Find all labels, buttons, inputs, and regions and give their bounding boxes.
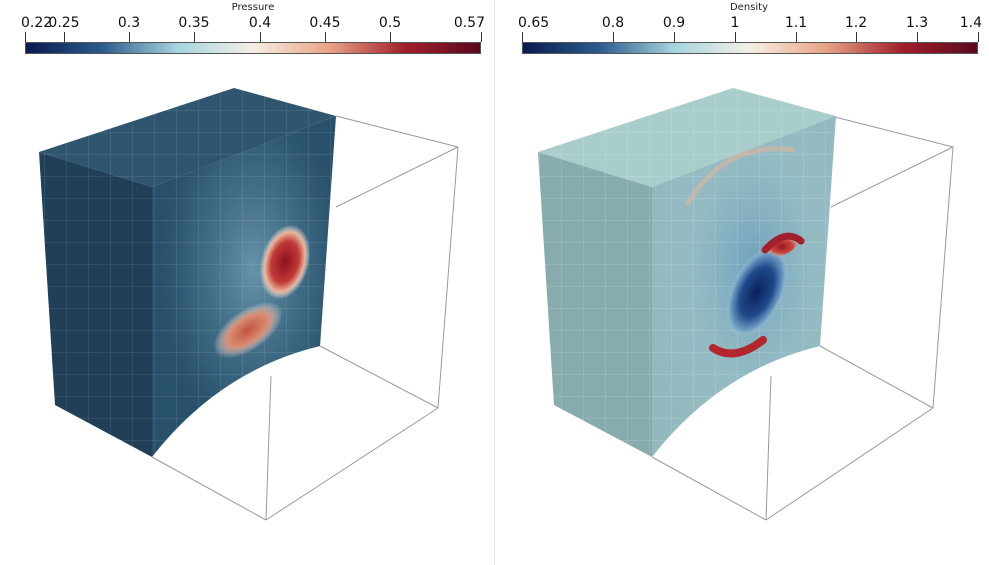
pressure-tick-label: 0.22 bbox=[21, 15, 53, 31]
pressure-tick-mark bbox=[481, 32, 482, 42]
bounding-box-wireframe bbox=[151, 115, 459, 521]
density-tick-mark bbox=[735, 32, 736, 42]
density-tick-label: 0.65 bbox=[518, 15, 550, 31]
density-tick-mark bbox=[978, 32, 979, 42]
low-density-region bbox=[725, 247, 789, 337]
high-density-arc-lower bbox=[709, 336, 767, 358]
density-tick-mark bbox=[796, 32, 797, 42]
pressure-tick-mark bbox=[325, 32, 326, 42]
density-colorbar-title: Density bbox=[729, 2, 769, 13]
pressure-tick-label: 0.35 bbox=[178, 15, 210, 31]
density-tick-label: 1.4 bbox=[959, 15, 982, 31]
pressure-tick-mark bbox=[260, 32, 261, 42]
density-viewport[interactable]: Density 0.65 0.8 0.9 1 1.1 1.2 1.3 1.4 bbox=[495, 0, 989, 565]
density-tick-mark bbox=[522, 32, 523, 42]
pressure-tick-label: 0.45 bbox=[309, 15, 341, 31]
bounding-box-wireframe bbox=[651, 115, 954, 521]
density-tick-label: 1 bbox=[730, 15, 740, 31]
pressure-tick-mark bbox=[194, 32, 195, 42]
pressure-colorbar bbox=[25, 42, 481, 54]
density-tick-label: 0.9 bbox=[662, 15, 686, 31]
pressure-tick-label: 0.3 bbox=[117, 15, 141, 31]
density-tick-mark bbox=[917, 32, 918, 42]
pressure-3d-render[interactable] bbox=[0, 0, 494, 565]
moderate-pressure-region bbox=[213, 301, 283, 359]
pressure-viewport[interactable]: Pressure 0.22 0.25 0.3 0.35 0.4 0.45 0.5 0.57 bbox=[0, 0, 494, 565]
density-tick-mark bbox=[674, 32, 675, 42]
density-tick-label: 1.3 bbox=[905, 15, 929, 31]
pressure-tick-mark bbox=[390, 32, 391, 42]
pressure-tick-label: 0.57 bbox=[453, 15, 485, 31]
density-tick-mark bbox=[613, 32, 614, 42]
pressure-tick-label: 0.25 bbox=[48, 15, 80, 31]
density-tick-label: 1.2 bbox=[844, 15, 868, 31]
pressure-tick-label: 0.5 bbox=[378, 15, 402, 31]
pressure-tick-label: 0.4 bbox=[248, 15, 272, 31]
pressure-tick-mark bbox=[64, 32, 65, 42]
pressure-tick-mark bbox=[129, 32, 130, 42]
pressure-tick-mark bbox=[25, 32, 26, 42]
density-tick-label: 1.1 bbox=[784, 15, 808, 31]
density-tick-mark bbox=[856, 32, 857, 42]
viewport-divider[interactable] bbox=[494, 0, 495, 565]
pressure-colorbar-title: Pressure bbox=[231, 2, 275, 13]
density-colorbar bbox=[522, 42, 978, 54]
high-pressure-region bbox=[259, 224, 311, 300]
high-density-arc-upper bbox=[763, 234, 801, 258]
density-tick-label: 0.8 bbox=[601, 15, 625, 31]
density-3d-render[interactable] bbox=[495, 0, 989, 565]
